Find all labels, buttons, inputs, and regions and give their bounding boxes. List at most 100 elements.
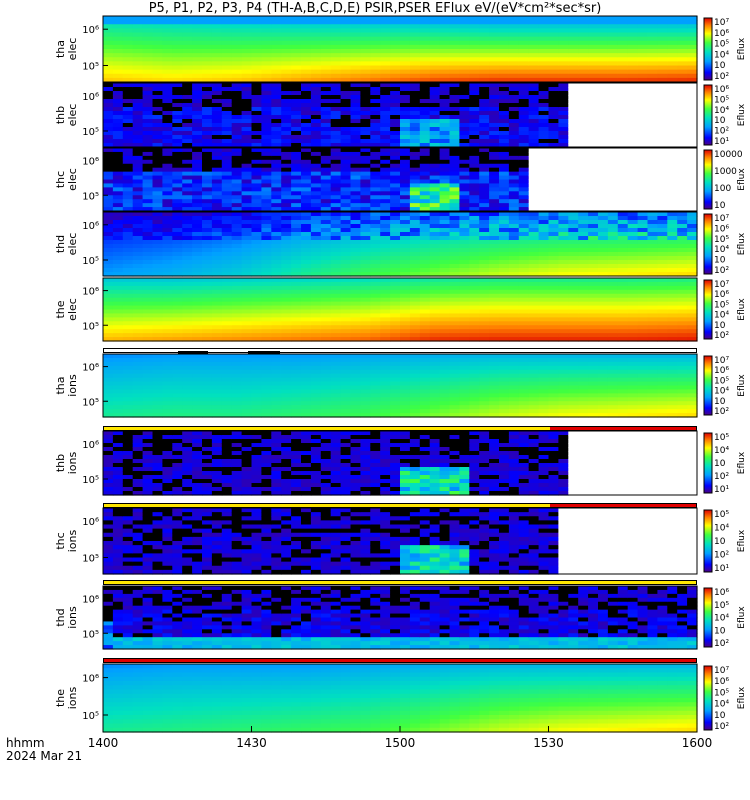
heatmap-cell: [539, 220, 550, 225]
heatmap-cell: [539, 45, 550, 50]
heatmap-cell: [459, 127, 470, 132]
heatmap-cell: [103, 370, 114, 375]
heatmap-cell: [153, 354, 164, 359]
heatmap-cell: [370, 180, 381, 185]
heatmap-cell: [440, 325, 451, 330]
heatmap-cell: [598, 286, 609, 291]
heatmap-cell: [440, 224, 451, 229]
heatmap-cell: [311, 91, 322, 96]
heatmap-cell: [568, 131, 579, 136]
heatmap-cell: [380, 103, 391, 108]
heatmap-cell: [687, 103, 698, 108]
colorbar-tick-label: 10⁵: [714, 300, 729, 310]
heatmap-cell: [212, 74, 223, 79]
heatmap-cell: [212, 123, 223, 128]
heatmap-cell: [667, 244, 678, 249]
heatmap-cell: [459, 139, 470, 144]
heatmap-cell: [539, 127, 550, 132]
heatmap-cell: [390, 127, 401, 132]
heatmap-cell: [252, 333, 263, 338]
heatmap-cell: [568, 24, 579, 29]
heatmap-cell: [153, 203, 164, 208]
heatmap-cell: [281, 256, 292, 261]
heatmap-cell: [598, 87, 609, 92]
heatmap-cell: [212, 45, 223, 50]
heatmap-cell: [479, 24, 490, 29]
heatmap-cell: [390, 95, 401, 100]
heatmap-cell: [242, 224, 253, 229]
heatmap-cell: [153, 248, 164, 253]
heatmap-cell: [311, 260, 322, 265]
heatmap-cell: [608, 321, 619, 326]
heatmap-cell: [222, 268, 233, 273]
heatmap-cell: [162, 264, 173, 269]
heatmap-cell: [588, 325, 599, 330]
heatmap-cell: [390, 268, 401, 273]
heatmap-cell: [420, 61, 431, 66]
heatmap-cell: [529, 131, 540, 136]
heatmap-cell: [608, 45, 619, 50]
heatmap-cell: [568, 119, 579, 124]
colorbar: [704, 280, 712, 339]
heatmap-cell: [420, 333, 431, 338]
heatmap-cell: [608, 139, 619, 144]
heatmap-cell: [618, 164, 629, 169]
heatmap-cell: [123, 99, 134, 104]
heatmap-cell: [162, 176, 173, 181]
heatmap-cell: [648, 111, 659, 116]
heatmap-cell: [430, 95, 441, 100]
heatmap-cell: [469, 294, 480, 299]
heatmap-cell: [202, 91, 213, 96]
heatmap-cell: [380, 74, 391, 79]
heatmap-cell: [598, 33, 609, 38]
heatmap-cell: [608, 236, 619, 241]
heatmap-cell: [657, 224, 668, 229]
heatmap-cell: [252, 220, 263, 225]
heatmap-cell: [232, 107, 243, 112]
heatmap-cell: [440, 306, 451, 311]
heatmap-cell: [568, 317, 579, 322]
heatmap-cell: [331, 83, 342, 88]
heatmap-cell: [281, 224, 292, 229]
heatmap-cell: [539, 212, 550, 217]
heatmap-cell: [657, 49, 668, 54]
heatmap-cell: [677, 16, 688, 21]
heatmap-cell: [321, 41, 332, 46]
heatmap-cell: [469, 61, 480, 66]
heatmap-cell: [618, 224, 629, 229]
heatmap-cell: [311, 41, 322, 46]
heatmap-cell: [608, 49, 619, 54]
heatmap-cell: [341, 187, 352, 192]
heatmap-cell: [360, 180, 371, 185]
heatmap-cell: [499, 310, 510, 315]
heatmap-cell: [489, 264, 500, 269]
heatmap-cell: [153, 164, 164, 169]
heatmap-cell: [311, 49, 322, 54]
heatmap-cell: [479, 183, 490, 188]
heatmap-cell: [539, 244, 550, 249]
heatmap-cell: [222, 83, 233, 88]
heatmap-cell: [242, 156, 253, 161]
heatmap-cell: [370, 127, 381, 132]
heatmap-cell: [123, 389, 134, 394]
heatmap-cell: [648, 16, 659, 21]
heatmap-cell: [420, 256, 431, 261]
heatmap-cell: [410, 302, 421, 307]
heatmap-cell: [420, 99, 431, 104]
heatmap-cell: [588, 156, 599, 161]
heatmap-cell: [440, 248, 451, 253]
heatmap-cell: [549, 232, 560, 237]
heatmap-cell: [648, 33, 659, 38]
heatmap-cell: [598, 28, 609, 33]
heatmap-cell: [291, 107, 302, 112]
heatmap-cell: [499, 195, 510, 200]
heatmap-cell: [212, 33, 223, 38]
heatmap-cell: [261, 252, 272, 257]
heatmap-cell: [400, 282, 411, 287]
heatmap-cell: [182, 220, 193, 225]
heatmap-cell: [648, 306, 659, 311]
heatmap-cell: [440, 260, 451, 265]
heatmap-cell: [252, 49, 263, 54]
heatmap-cell: [242, 298, 253, 303]
heatmap-cell: [598, 24, 609, 29]
